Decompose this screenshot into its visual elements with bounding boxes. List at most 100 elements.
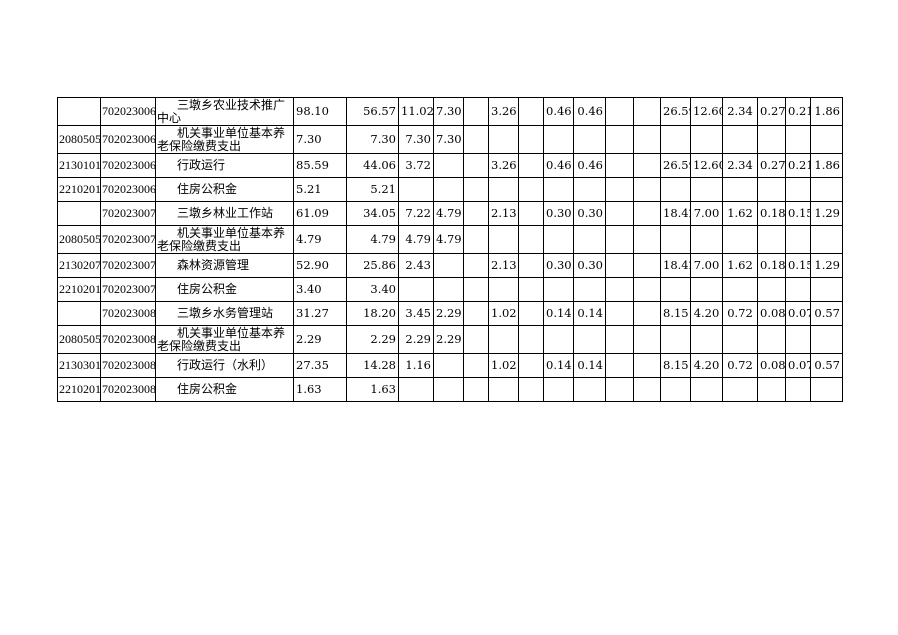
- cell-goods-services: [488, 177, 519, 202]
- cell-c15: 26.59: [660, 97, 691, 126]
- cell-c11: 0.30: [543, 201, 574, 226]
- cell-c13: [605, 325, 634, 354]
- cell-c14: [633, 277, 661, 302]
- cell-c10: [518, 201, 544, 226]
- cell-c13: [605, 277, 634, 302]
- cell-unit-code: 702023006: [100, 177, 156, 202]
- cell-c15: 8.15: [660, 353, 691, 378]
- cell-c20: 1.29: [810, 201, 843, 226]
- cell-c16: [690, 377, 723, 402]
- cell-c12: [573, 225, 606, 254]
- table-row: 2080505 702023006 机关事业单位基本养老保险缴费支出 7.30 7.30…: [57, 125, 843, 154]
- cell-c17: [722, 325, 758, 354]
- cell-goods-services: 3.26: [488, 153, 519, 178]
- table-row: 2080505 702023008 机关事业单位基本养老保险缴费支出 2.29 2.29…: [57, 325, 843, 354]
- cell-c13: [605, 97, 634, 126]
- cell-item-name: 行政运行（水利）: [155, 353, 294, 378]
- cell-c12: 0.46: [573, 97, 606, 126]
- cell-c19: 0.07: [785, 353, 811, 378]
- cell-c17: 2.34: [722, 97, 758, 126]
- cell-unit-code: 702023007: [100, 253, 156, 278]
- cell-c11: [543, 177, 574, 202]
- cell-c19: [785, 225, 811, 254]
- cell-personnel: 1.16: [398, 353, 434, 378]
- cell-c8: [463, 201, 489, 226]
- cell-c12: [573, 377, 606, 402]
- cell-c12: [573, 125, 606, 154]
- cell-c14: [633, 253, 661, 278]
- table-row: 2210201 702023008 住房公积金 1.63 1.63: [57, 377, 843, 402]
- cell-c20: [810, 177, 843, 202]
- cell-item-name: 三墩乡林业工作站: [155, 201, 294, 226]
- cell-c14: [633, 201, 661, 226]
- cell-total: 1.63: [293, 377, 347, 402]
- cell-c17: 2.34: [722, 153, 758, 178]
- cell-c12: [573, 177, 606, 202]
- cell-c11: 0.30: [543, 253, 574, 278]
- cell-total: 27.35: [293, 353, 347, 378]
- cell-c14: [633, 225, 661, 254]
- cell-c13: [605, 153, 634, 178]
- cell-total: 7.30: [293, 125, 347, 154]
- cell-total: 85.59: [293, 153, 347, 178]
- cell-c8: [463, 97, 489, 126]
- cell-pension: 7.30: [433, 125, 464, 154]
- cell-c13: [605, 177, 634, 202]
- cell-c13: [605, 225, 634, 254]
- cell-unit-code: 702023006: [100, 153, 156, 178]
- cell-c11: 0.14: [543, 353, 574, 378]
- cell-item-name: 住房公积金: [155, 277, 294, 302]
- cell-c15: 26.59: [660, 153, 691, 178]
- cell-c20: [810, 125, 843, 154]
- cell-c17: 0.72: [722, 301, 758, 326]
- cell-c8: [463, 253, 489, 278]
- cell-function-code: [57, 201, 101, 226]
- cell-total: 31.27: [293, 301, 347, 326]
- cell-c10: [518, 177, 544, 202]
- cell-pension: [433, 153, 464, 178]
- cell-c16: 7.00: [690, 201, 723, 226]
- cell-total: 5.21: [293, 177, 347, 202]
- cell-c13: [605, 353, 634, 378]
- cell-c13: [605, 253, 634, 278]
- cell-pension: 2.29: [433, 301, 464, 326]
- cell-unit-code: 702023007: [100, 225, 156, 254]
- cell-unit-code: 702023008: [100, 377, 156, 402]
- cell-c14: [633, 325, 661, 354]
- cell-c18: [757, 225, 786, 254]
- cell-c8: [463, 325, 489, 354]
- cell-c20: [810, 277, 843, 302]
- cell-c18: 0.08: [757, 353, 786, 378]
- cell-pension: 2.29: [433, 325, 464, 354]
- cell-c17: 1.62: [722, 253, 758, 278]
- cell-basic-total: 4.79: [346, 225, 399, 254]
- cell-c15: 8.15: [660, 301, 691, 326]
- cell-c13: [605, 301, 634, 326]
- cell-c20: 1.29: [810, 253, 843, 278]
- cell-c18: [757, 125, 786, 154]
- cell-c18: [757, 377, 786, 402]
- cell-pension: 4.79: [433, 225, 464, 254]
- cell-basic-total: 7.30: [346, 125, 399, 154]
- cell-function-code: 2080505: [57, 225, 101, 254]
- cell-goods-services: 3.26: [488, 97, 519, 126]
- cell-goods-services: [488, 377, 519, 402]
- cell-c15: 18.42: [660, 201, 691, 226]
- cell-personnel: 7.22: [398, 201, 434, 226]
- cell-c8: [463, 225, 489, 254]
- cell-c19: [785, 325, 811, 354]
- cell-basic-total: 2.29: [346, 325, 399, 354]
- table-body: 702023006 三墩乡农业技术推广中心 98.10 56.57 11.02 7.30 3…: [57, 97, 843, 402]
- cell-c11: [543, 125, 574, 154]
- cell-c18: 0.08: [757, 301, 786, 326]
- cell-c11: [543, 377, 574, 402]
- cell-function-code: 2080505: [57, 325, 101, 354]
- cell-basic-total: 3.40: [346, 277, 399, 302]
- cell-function-code: 2210201: [57, 277, 101, 302]
- cell-c12: 0.30: [573, 253, 606, 278]
- cell-c14: [633, 153, 661, 178]
- table-row: 2080505 702023007 机关事业单位基本养老保险缴费支出 4.79 4.79…: [57, 225, 843, 254]
- cell-c16: 4.20: [690, 301, 723, 326]
- cell-c10: [518, 301, 544, 326]
- cell-unit-code: 702023008: [100, 301, 156, 326]
